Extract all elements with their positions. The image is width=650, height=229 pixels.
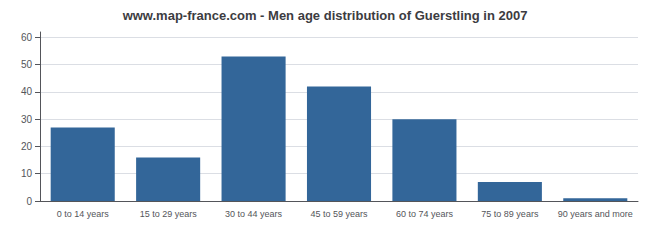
svg-text:75 to 89 years: 75 to 89 years (481, 209, 539, 219)
svg-text:30 to 44 years: 30 to 44 years (225, 209, 283, 219)
svg-text:15 to 29 years: 15 to 29 years (140, 209, 198, 219)
svg-text:10: 10 (21, 168, 33, 179)
svg-text:90 years and more: 90 years and more (558, 209, 633, 219)
svg-text:0 to 14 years: 0 to 14 years (57, 209, 110, 219)
svg-text:0: 0 (26, 196, 32, 207)
svg-text:60: 60 (21, 32, 33, 43)
svg-text:45 to 59 years: 45 to 59 years (310, 209, 368, 219)
svg-text:www.map-france.com - Men age d: www.map-france.com - Men age distributio… (122, 8, 528, 23)
svg-text:60 to 74 years: 60 to 74 years (396, 209, 454, 219)
svg-text:20: 20 (21, 141, 33, 152)
svg-text:30: 30 (21, 114, 33, 125)
svg-text:50: 50 (21, 59, 33, 70)
svg-text:40: 40 (21, 86, 33, 97)
